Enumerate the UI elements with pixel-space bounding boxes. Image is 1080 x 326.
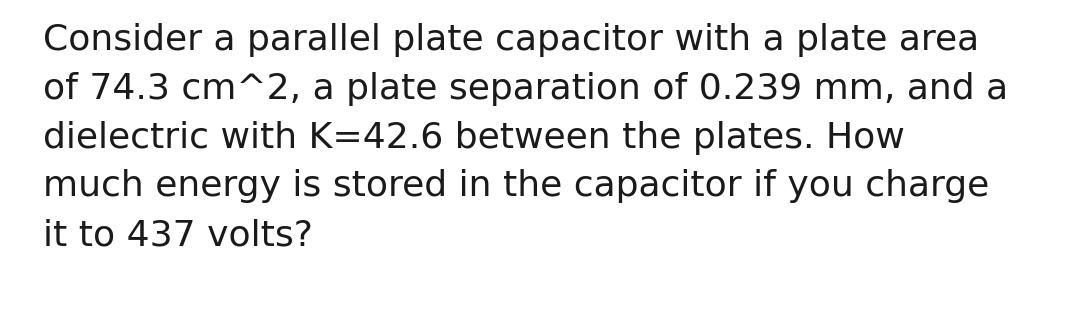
Text: Consider a parallel plate capacitor with a plate area
of 74.3 cm^2, a plate sepa: Consider a parallel plate capacitor with…	[43, 23, 1009, 252]
